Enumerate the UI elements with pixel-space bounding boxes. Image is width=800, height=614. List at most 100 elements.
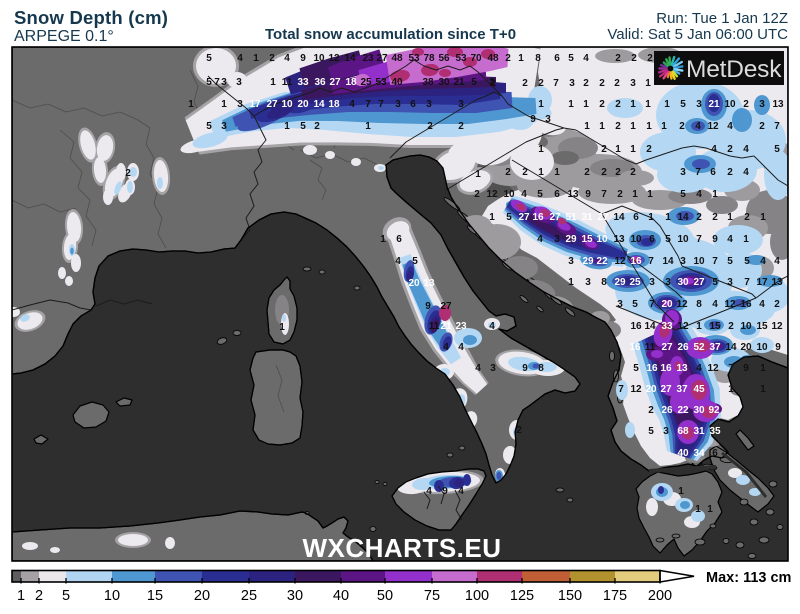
svg-text:1: 1 (365, 121, 371, 132)
svg-text:5: 5 (537, 189, 543, 200)
svg-text:4: 4 (489, 321, 495, 332)
svg-text:10: 10 (724, 99, 736, 110)
svg-text:5: 5 (62, 588, 70, 604)
svg-text:3: 3 (545, 114, 551, 125)
svg-text:7: 7 (649, 299, 655, 310)
svg-text:2: 2 (490, 78, 496, 89)
svg-text:1: 1 (727, 212, 733, 223)
svg-text:1: 1 (284, 121, 290, 132)
svg-text:21: 21 (440, 321, 452, 332)
svg-text:8: 8 (601, 277, 607, 288)
svg-text:2: 2 (743, 99, 749, 110)
svg-text:7: 7 (648, 256, 654, 267)
svg-text:3: 3 (759, 99, 765, 110)
svg-text:18: 18 (328, 99, 340, 110)
svg-text:4: 4 (426, 486, 432, 497)
svg-text:4: 4 (521, 189, 527, 200)
svg-text:2: 2 (601, 144, 607, 155)
svg-text:7: 7 (695, 167, 701, 178)
svg-text:3: 3 (395, 99, 401, 110)
svg-text:2: 2 (125, 168, 131, 179)
svg-text:33: 33 (661, 321, 673, 332)
svg-text:1: 1 (696, 321, 702, 332)
svg-text:13: 13 (567, 189, 579, 200)
svg-text:1: 1 (646, 121, 652, 132)
svg-text:Max: 113 cm: Max: 113 cm (706, 570, 791, 586)
svg-text:8: 8 (538, 363, 544, 374)
svg-text:2: 2 (599, 78, 605, 89)
svg-text:5: 5 (633, 363, 639, 374)
svg-text:3: 3 (236, 77, 242, 88)
svg-text:5: 5 (680, 99, 686, 110)
svg-text:5: 5 (680, 189, 686, 200)
svg-text:3: 3 (569, 78, 575, 89)
svg-text:9: 9 (712, 234, 718, 245)
svg-text:2: 2 (584, 167, 590, 178)
svg-text:2: 2 (759, 121, 765, 132)
svg-text:5: 5 (300, 121, 306, 132)
svg-text:MetDesk: MetDesk (686, 56, 782, 83)
svg-text:37: 37 (676, 384, 688, 395)
svg-text:15: 15 (147, 588, 163, 604)
svg-text:3: 3 (554, 234, 560, 245)
svg-text:21: 21 (453, 77, 465, 88)
svg-text:7: 7 (618, 384, 624, 395)
svg-text:56: 56 (438, 53, 450, 64)
svg-text:20: 20 (194, 588, 210, 604)
svg-text:3: 3 (665, 277, 671, 288)
svg-text:78: 78 (423, 53, 435, 64)
svg-text:2: 2 (489, 77, 495, 88)
svg-text:2: 2 (615, 99, 621, 110)
svg-text:6: 6 (633, 212, 639, 223)
svg-text:1: 1 (728, 384, 734, 395)
svg-text:5: 5 (471, 77, 477, 88)
svg-text:7: 7 (696, 234, 702, 245)
svg-text:1: 1 (599, 121, 605, 132)
svg-text:10: 10 (630, 234, 642, 245)
svg-text:2: 2 (599, 99, 605, 110)
svg-text:5: 5 (206, 53, 212, 64)
svg-text:2: 2 (648, 405, 654, 416)
svg-text:4: 4 (760, 256, 766, 267)
svg-text:12: 12 (328, 53, 340, 64)
svg-text:9: 9 (425, 301, 431, 312)
svg-text:14: 14 (677, 212, 689, 223)
svg-text:35: 35 (709, 426, 721, 437)
svg-text:7: 7 (365, 99, 371, 110)
svg-text:4: 4 (395, 256, 401, 267)
svg-text:13: 13 (772, 99, 784, 110)
svg-text:3: 3 (630, 78, 636, 89)
svg-text:1: 1 (554, 167, 560, 178)
svg-text:21: 21 (708, 99, 720, 110)
svg-text:2: 2 (505, 167, 511, 178)
svg-text:1: 1 (647, 189, 653, 200)
svg-text:9: 9 (585, 189, 591, 200)
svg-text:16: 16 (629, 342, 641, 353)
svg-text:3: 3 (617, 299, 623, 310)
svg-text:17: 17 (249, 99, 261, 110)
svg-text:1: 1 (584, 121, 590, 132)
svg-text:1: 1 (678, 486, 684, 497)
svg-text:1: 1 (253, 53, 259, 64)
svg-text:3: 3 (696, 99, 702, 110)
svg-text:2: 2 (617, 189, 623, 200)
svg-text:30: 30 (287, 588, 303, 604)
svg-text:16: 16 (660, 363, 672, 374)
svg-text:2: 2 (314, 121, 320, 132)
svg-text:6: 6 (554, 53, 560, 64)
svg-text:2: 2 (712, 212, 718, 223)
svg-text:16: 16 (630, 256, 642, 267)
svg-text:1: 1 (661, 121, 667, 132)
svg-text:9: 9 (522, 363, 528, 374)
svg-text:51: 51 (565, 212, 577, 223)
svg-text:11: 11 (282, 77, 293, 88)
svg-text:6: 6 (410, 99, 416, 110)
svg-text:1: 1 (17, 588, 25, 604)
svg-text:27: 27 (329, 77, 341, 88)
svg-text:27: 27 (693, 277, 705, 288)
svg-text:7: 7 (378, 99, 384, 110)
svg-text:4: 4 (743, 144, 749, 155)
svg-text:5: 5 (744, 256, 750, 267)
svg-text:12: 12 (676, 299, 688, 310)
svg-text:2: 2 (631, 53, 637, 64)
